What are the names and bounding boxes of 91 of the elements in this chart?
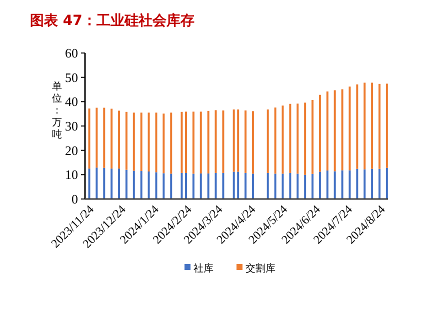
bar bbox=[207, 110, 210, 174]
bar bbox=[371, 82, 374, 169]
bar bbox=[274, 108, 276, 174]
chart-title: 图表 47：工业硅社会库存 bbox=[30, 12, 194, 29]
bar bbox=[266, 172, 269, 199]
bar bbox=[148, 112, 150, 172]
bar bbox=[296, 104, 299, 174]
bar bbox=[312, 100, 314, 174]
bar bbox=[378, 84, 380, 169]
bar bbox=[88, 108, 90, 169]
bar bbox=[200, 112, 202, 174]
bar bbox=[356, 84, 358, 169]
bar bbox=[110, 168, 113, 199]
bar bbox=[148, 172, 150, 199]
bar bbox=[125, 170, 128, 199]
bar bbox=[162, 173, 165, 199]
bar bbox=[192, 174, 194, 199]
bar bbox=[244, 110, 247, 173]
bar bbox=[296, 174, 299, 199]
bar bbox=[96, 168, 98, 199]
bar bbox=[282, 174, 284, 199]
bar bbox=[364, 169, 366, 199]
bar bbox=[96, 108, 98, 168]
bar bbox=[348, 86, 351, 170]
bar bbox=[103, 108, 106, 168]
bar bbox=[386, 84, 388, 168]
bar bbox=[200, 173, 202, 199]
bar bbox=[170, 174, 172, 199]
bar bbox=[88, 168, 90, 199]
bar bbox=[132, 112, 135, 171]
bar bbox=[237, 109, 240, 172]
bar bbox=[371, 168, 374, 199]
y-tick-label: 0 bbox=[72, 192, 78, 207]
y-tick-label: 40 bbox=[65, 94, 78, 110]
y-axis-title: 单位：万吨 bbox=[52, 80, 62, 140]
bar bbox=[232, 109, 235, 172]
bar bbox=[318, 94, 321, 172]
bar bbox=[140, 112, 142, 172]
bar bbox=[252, 111, 254, 174]
bar bbox=[118, 110, 120, 169]
bar bbox=[140, 171, 142, 199]
bar bbox=[237, 172, 240, 199]
bar bbox=[162, 114, 165, 174]
bar bbox=[318, 172, 321, 199]
legend-label: 交割库 bbox=[246, 262, 276, 274]
bar bbox=[304, 102, 306, 175]
bar bbox=[348, 170, 351, 199]
bar bbox=[180, 172, 183, 199]
bar bbox=[132, 170, 135, 199]
y-tick-label: 30 bbox=[65, 118, 78, 134]
bar bbox=[341, 89, 344, 170]
bar bbox=[192, 112, 194, 174]
bar bbox=[118, 168, 120, 199]
bar bbox=[312, 174, 314, 199]
bar bbox=[378, 168, 380, 199]
bar bbox=[244, 172, 247, 199]
bar bbox=[356, 168, 358, 199]
bar bbox=[304, 174, 306, 199]
bar bbox=[334, 90, 336, 172]
y-tick-label: 60 bbox=[65, 46, 78, 61]
bar bbox=[222, 110, 224, 173]
bar bbox=[341, 170, 344, 199]
legend-label: 社库 bbox=[194, 262, 214, 274]
bar bbox=[232, 172, 235, 199]
bar bbox=[334, 171, 336, 199]
bar bbox=[185, 112, 187, 173]
bar bbox=[289, 172, 292, 199]
bar bbox=[289, 104, 292, 173]
bar bbox=[252, 174, 254, 199]
y-tick-label: 10 bbox=[65, 167, 78, 182]
bar bbox=[282, 106, 284, 174]
bar bbox=[266, 109, 269, 173]
bar bbox=[364, 82, 366, 170]
bar bbox=[180, 112, 183, 173]
bar bbox=[222, 172, 224, 199]
bar bbox=[170, 112, 172, 174]
bar bbox=[326, 170, 328, 199]
bar bbox=[185, 172, 187, 199]
y-tick-label: 50 bbox=[65, 70, 78, 85]
bar bbox=[386, 168, 388, 199]
bar bbox=[326, 91, 328, 171]
y-tick-label: 20 bbox=[65, 142, 78, 158]
bar bbox=[155, 172, 158, 199]
bar bbox=[155, 112, 158, 172]
bar bbox=[274, 174, 276, 199]
bar bbox=[110, 108, 113, 169]
bar bbox=[103, 168, 106, 199]
bar bbox=[207, 173, 210, 199]
bar bbox=[125, 112, 128, 170]
bar bbox=[214, 172, 217, 199]
bar bbox=[214, 110, 217, 173]
